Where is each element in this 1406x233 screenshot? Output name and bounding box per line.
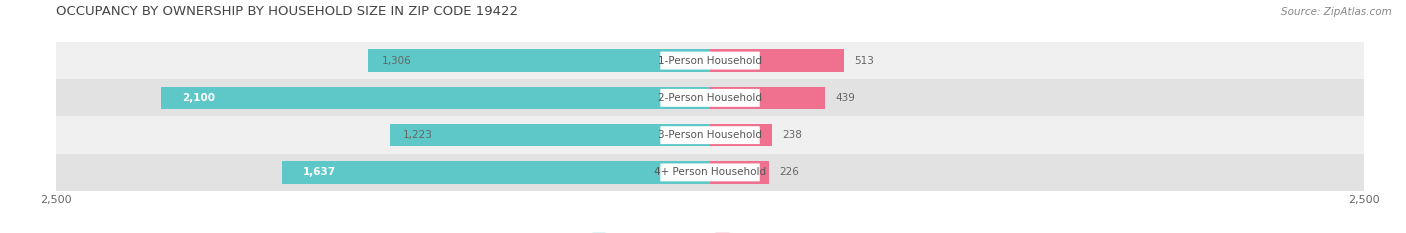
Bar [56,79,1364,116]
Text: 238: 238 [783,130,803,140]
Text: 513: 513 [855,56,875,65]
Text: 1,306: 1,306 [381,56,412,65]
Bar [391,124,710,146]
Text: 4+ Person Household: 4+ Person Household [654,168,766,177]
Bar [56,116,1364,154]
Bar [56,42,1364,79]
Bar [710,49,844,72]
FancyBboxPatch shape [661,89,759,107]
FancyBboxPatch shape [661,52,759,69]
Bar [368,49,710,72]
Text: 3-Person Household: 3-Person Household [658,130,762,140]
Bar [710,124,772,146]
Text: Source: ZipAtlas.com: Source: ZipAtlas.com [1281,7,1392,17]
Bar [283,161,710,184]
Legend: Owner-occupied, Renter-occupied: Owner-occupied, Renter-occupied [588,229,832,233]
Text: 1-Person Household: 1-Person Household [658,56,762,65]
Text: 439: 439 [835,93,855,103]
FancyBboxPatch shape [661,164,759,181]
Text: 226: 226 [779,168,800,177]
Bar [710,161,769,184]
Text: 2-Person Household: 2-Person Household [658,93,762,103]
FancyBboxPatch shape [661,126,759,144]
Text: OCCUPANCY BY OWNERSHIP BY HOUSEHOLD SIZE IN ZIP CODE 19422: OCCUPANCY BY OWNERSHIP BY HOUSEHOLD SIZE… [56,5,519,18]
Bar [710,87,825,109]
Bar [160,87,710,109]
Text: 1,223: 1,223 [404,130,433,140]
Text: 2,100: 2,100 [181,93,215,103]
Bar [56,154,1364,191]
Text: 1,637: 1,637 [302,168,336,177]
